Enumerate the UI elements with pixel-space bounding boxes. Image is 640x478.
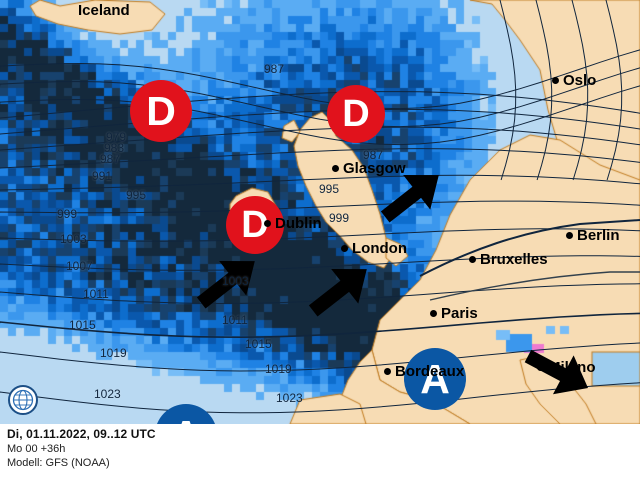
city-label: Oslo <box>563 72 597 89</box>
isobar-value-label: 1003 <box>60 232 87 246</box>
city-marker: Milano <box>537 359 596 376</box>
city-label: Bordeaux <box>395 363 465 380</box>
isobar-line <box>605 0 623 181</box>
isobar-value-label: 979 <box>106 130 127 144</box>
city-label: London <box>352 240 407 257</box>
wind-arrow-shape <box>308 268 367 317</box>
city-dot <box>430 310 437 317</box>
isobar-value-label: 1011 <box>83 287 109 301</box>
isobar-line <box>0 85 640 146</box>
city-marker: Glasgow <box>332 160 406 177</box>
isobar-value-label: 995 <box>126 188 147 202</box>
isobar-value-label: 1019 <box>100 346 127 360</box>
isobar-line <box>0 342 640 372</box>
wind-arrow <box>380 174 439 223</box>
model-name: Modell: GFS (NOAA) <box>7 457 110 469</box>
isobar-line <box>0 49 640 110</box>
isobar-line <box>0 382 640 414</box>
wind-arrow-shape <box>196 260 255 309</box>
isobar-value-label: 999 <box>57 207 78 221</box>
city-label: Milano <box>548 359 596 376</box>
isobar-value-label: 999 <box>329 211 350 225</box>
city-dot <box>341 245 348 252</box>
isobar-value-label: 1023 <box>276 391 303 405</box>
wind-arrow-shape <box>380 174 439 223</box>
isobar-line <box>499 0 517 181</box>
low-pressure-marker[interactable]: D <box>327 85 385 143</box>
isobar-line <box>0 108 640 135</box>
isobar-value-label: 995 <box>319 182 340 196</box>
run-metadata: Di, 01.11.2022, 09..12 UTC Mo 00 +36h Mo… <box>7 427 156 469</box>
city-marker: Dublin <box>264 215 322 232</box>
isobar-line <box>0 174 640 191</box>
map-vector-overlay <box>0 0 640 414</box>
isobar-line <box>0 91 640 119</box>
info-bar: Di, 01.11.2022, 09..12 UTC Mo 00 +36h Mo… <box>0 424 640 478</box>
isobar-value-label: 991 <box>92 169 113 183</box>
isobar-value-label: 1023 <box>94 387 121 401</box>
run-offset: Mo 00 +36h <box>7 443 66 455</box>
high-pressure-marker[interactable]: A <box>404 348 466 410</box>
city-dot <box>537 364 544 371</box>
isobar-line <box>0 67 640 128</box>
city-label: Glasgow <box>343 160 406 177</box>
isobar-value-label: 1019 <box>265 362 292 376</box>
isobar-value-label: 1003 <box>222 274 249 288</box>
city-dot <box>469 256 476 263</box>
isobar-value-label: 1015 <box>245 337 272 351</box>
city-marker: Oslo <box>552 72 596 89</box>
isobar-value-label: 987 <box>363 148 384 162</box>
valid-datetime: Di, 01.11.2022, 09..12 UTC <box>7 427 156 441</box>
isobar-value-label: 987 <box>100 152 121 166</box>
isobar-line <box>419 219 640 277</box>
city-dot <box>552 77 559 84</box>
isobar-value-label: 1011 <box>222 313 248 327</box>
city-dot <box>384 368 391 375</box>
globe-icon <box>8 385 38 415</box>
city-dot <box>566 232 573 239</box>
wind-arrow <box>308 268 367 317</box>
high-pressure-marker[interactable]: A <box>155 404 217 424</box>
isobar-value-label: 983 <box>104 141 125 155</box>
city-label: Bruxelles <box>480 251 548 268</box>
isobar-value-label: 1007 <box>66 259 93 273</box>
city-label: Dublin <box>275 215 322 232</box>
city-label: Paris <box>441 305 478 322</box>
wind-arrow <box>196 260 255 309</box>
region-label: Iceland <box>78 2 130 19</box>
city-dot <box>264 220 271 227</box>
isobar-line <box>0 312 640 339</box>
isobar-line <box>535 0 553 181</box>
isobar-value-label: 987 <box>264 62 285 76</box>
wind-arrow <box>524 349 589 395</box>
isobar-line <box>0 126 640 151</box>
low-pressure-marker[interactable]: D <box>130 80 192 142</box>
city-marker: London <box>341 240 407 257</box>
city-dot <box>332 165 339 172</box>
city-marker: Bordeaux <box>384 363 464 380</box>
isobar-line <box>0 200 640 214</box>
weather-map[interactable]: DDDAA OsloGlasgowLondonBerlinBruxellesPa… <box>0 0 640 424</box>
city-marker: Paris <box>430 305 478 322</box>
isobar-line <box>571 0 589 181</box>
wind-arrow-shape <box>524 349 589 395</box>
city-label: Berlin <box>577 227 620 244</box>
isobar-value-label: 1015 <box>69 318 96 332</box>
isobar-line <box>0 148 640 169</box>
isobar-line <box>0 255 640 271</box>
isobar-line <box>429 271 640 301</box>
city-marker: Berlin <box>566 227 620 244</box>
city-marker: Bruxelles <box>469 251 548 268</box>
